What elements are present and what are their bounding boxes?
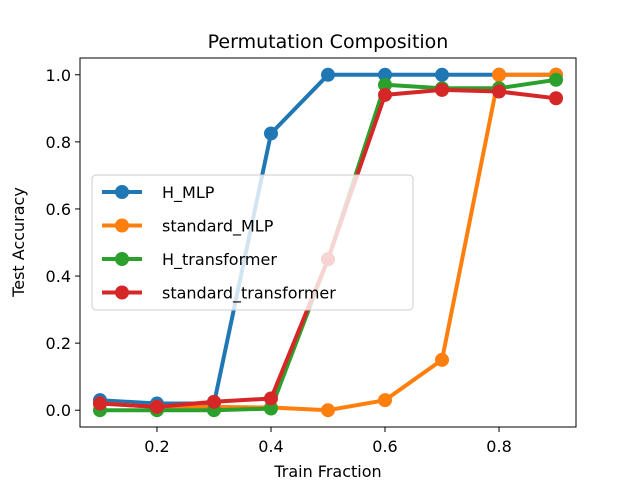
data-point: [206, 394, 221, 409]
data-point: [435, 67, 450, 82]
x-tick-label: 0.4: [258, 437, 283, 456]
y-tick-label: 0.6: [46, 200, 71, 219]
x-tick-label: 0.6: [372, 437, 397, 456]
data-point: [321, 67, 335, 82]
chart-title: Permutation Composition: [208, 31, 449, 53]
y-tick-label: 0.8: [46, 133, 71, 152]
x-axis: 0.2 0.4 0.6 0.8: [144, 427, 512, 456]
legend: H_MLP standard_MLP H_transformer standard_t…: [91, 174, 414, 311]
data-point: [378, 393, 393, 408]
legend-swatch-marker: [115, 252, 129, 266]
data-point: [549, 91, 564, 106]
data-point: [263, 401, 278, 416]
data-point: [549, 72, 564, 87]
x-axis-title: Train Fraction: [273, 462, 381, 480]
y-axis: 0.0 0.2 0.4 0.6 0.8 1.0: [46, 66, 80, 420]
data-point: [149, 399, 164, 414]
legend-label: standard_MLP: [162, 217, 274, 237]
data-point: [263, 126, 278, 141]
data-point: [321, 403, 335, 418]
legend-box: [91, 174, 414, 311]
data-point: [263, 391, 278, 406]
y-tick-label: 0.4: [46, 267, 71, 286]
data-point: [492, 67, 507, 82]
data-point: [378, 77, 393, 92]
legend-swatch-marker: [115, 218, 129, 233]
data-point: [378, 87, 393, 102]
legend-label: standard_transformer: [162, 284, 336, 304]
data-point: [92, 396, 107, 411]
data-point: [435, 82, 450, 97]
y-axis-title: Test Accuracy: [9, 187, 28, 298]
y-tick-label: 0.2: [46, 334, 71, 353]
data-point: [435, 352, 450, 367]
data-point: [378, 67, 393, 82]
legend-swatch-marker: [115, 285, 129, 300]
legend-label: H_MLP: [162, 183, 215, 203]
y-tick-label: 1.0: [46, 66, 71, 85]
legend-swatch-marker: [115, 185, 129, 199]
legend-label: H_transformer: [162, 250, 277, 270]
x-tick-label: 0.2: [144, 437, 169, 456]
y-tick-label: 0.0: [46, 401, 71, 420]
x-tick-label: 0.8: [486, 437, 511, 456]
plot-frame: [79, 57, 577, 428]
data-point: [492, 84, 507, 99]
